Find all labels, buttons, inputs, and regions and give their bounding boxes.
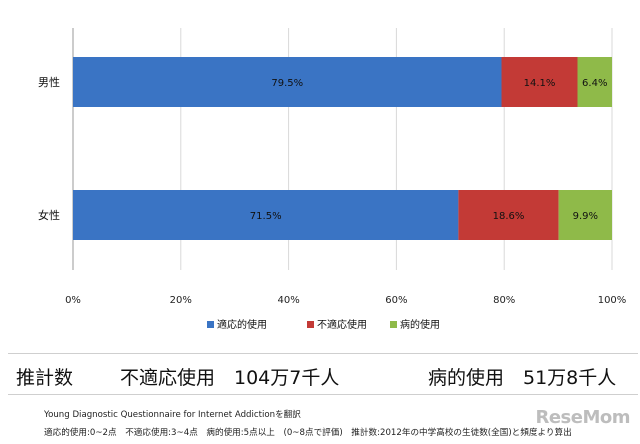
source-note: Young Diagnostic Questionnaire for Inter… [44,410,301,420]
legend-label-2: 病的使用 [400,318,440,331]
legend-label-0: 適応的使用 [217,318,267,331]
scoring-note: 適応的使用:0~2点 不適応使用:3~4点 病的使用:5点以上 (0~8点で評価… [44,428,572,438]
category-label-0: 男性 [38,75,60,89]
estimate-box: 推計数 不適応使用 104万7千人 病的使用 51万8千人 [8,353,638,395]
legend-label-1: 不適応使用 [317,318,367,331]
bar-0-1 [501,57,578,107]
data-label-0-1: 14.1% [524,78,556,89]
estimate-pathological: 病的使用 51万8千人 [428,367,617,389]
legend-swatch-2 [390,321,397,328]
estimate-maladaptive: 不適応使用 104万7千人 [120,367,340,389]
category-label-1: 女性 [38,208,60,222]
bar-1-0 [73,190,459,240]
x-tick-label-0: 0% [65,295,81,306]
bar-0-0 [73,57,502,107]
bars: 79.5% 14.1% 6.4% 71.5% 18.6% 9.9% [73,57,612,240]
estimate-label: 推計数 [16,367,74,389]
legend-swatch-1 [307,321,314,328]
bar-0-2 [577,57,612,107]
data-label-0-2: 6.4% [582,78,607,89]
x-tick-label-2: 40% [277,295,299,306]
x-tick-label-4: 80% [493,295,515,306]
data-label-1-1: 18.6% [493,211,525,222]
x-tick-label-1: 20% [170,295,192,306]
data-label-1-0: 71.5% [250,211,282,222]
x-tick-labels: 0% 20% 40% 60% 80% 100% [65,295,626,306]
data-label-0-0: 79.5% [271,78,303,89]
bar-1-1 [458,190,559,240]
x-tick-label-5: 100% [598,295,627,306]
resemom-logo: ReseMom [535,407,630,428]
legend-swatch-0 [207,321,214,328]
data-label-1-2: 9.9% [573,211,598,222]
legend: 適応的使用 不適応使用 病的使用 [207,318,440,331]
x-tick-label-3: 60% [385,295,407,306]
bar-1-2 [558,190,612,240]
